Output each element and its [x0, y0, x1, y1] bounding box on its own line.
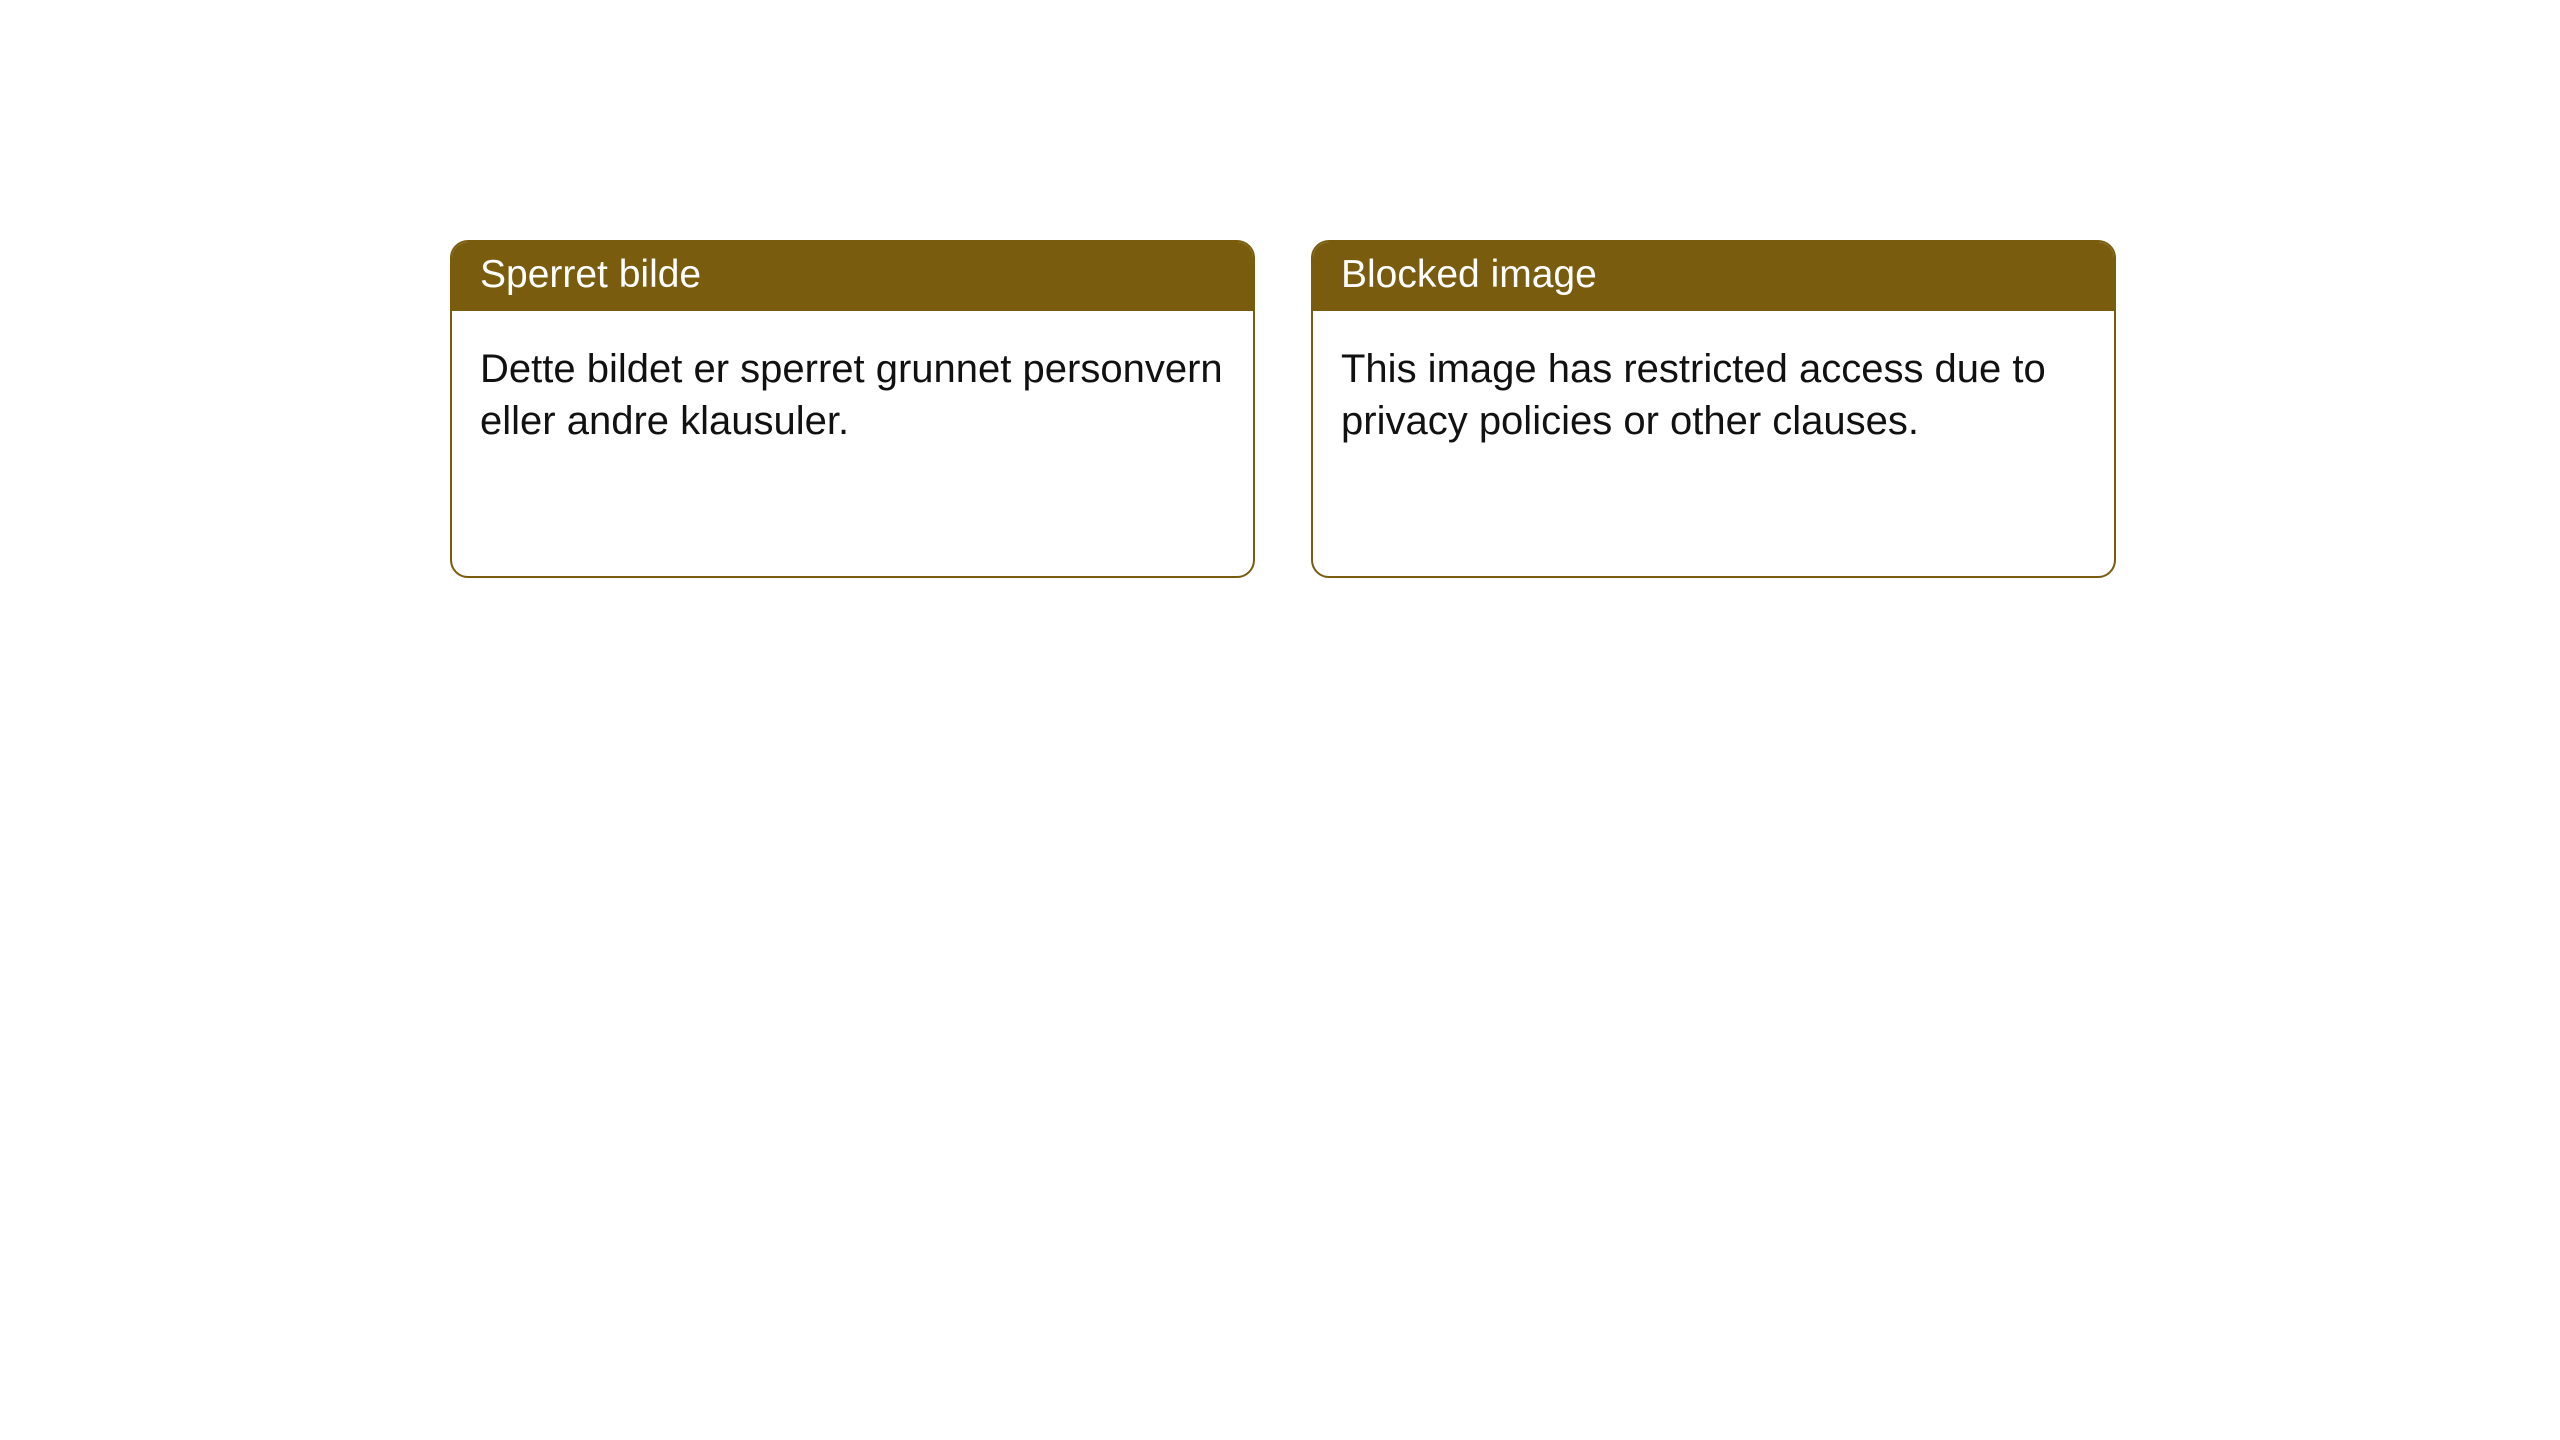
card-body-norwegian: Dette bildet er sperret grunnet personve…	[452, 311, 1253, 481]
blocked-image-card-norwegian: Sperret bilde Dette bildet er sperret gr…	[450, 240, 1255, 578]
card-header-english: Blocked image	[1313, 242, 2114, 311]
card-title-norwegian: Sperret bilde	[480, 253, 701, 296]
card-message-norwegian: Dette bildet er sperret grunnet personve…	[480, 347, 1223, 444]
card-header-norwegian: Sperret bilde	[452, 242, 1253, 311]
notice-container: Sperret bilde Dette bildet er sperret gr…	[0, 0, 2560, 578]
blocked-image-card-english: Blocked image This image has restricted …	[1311, 240, 2116, 578]
card-message-english: This image has restricted access due to …	[1341, 347, 2046, 444]
card-title-english: Blocked image	[1341, 253, 1597, 296]
card-body-english: This image has restricted access due to …	[1313, 311, 2114, 481]
